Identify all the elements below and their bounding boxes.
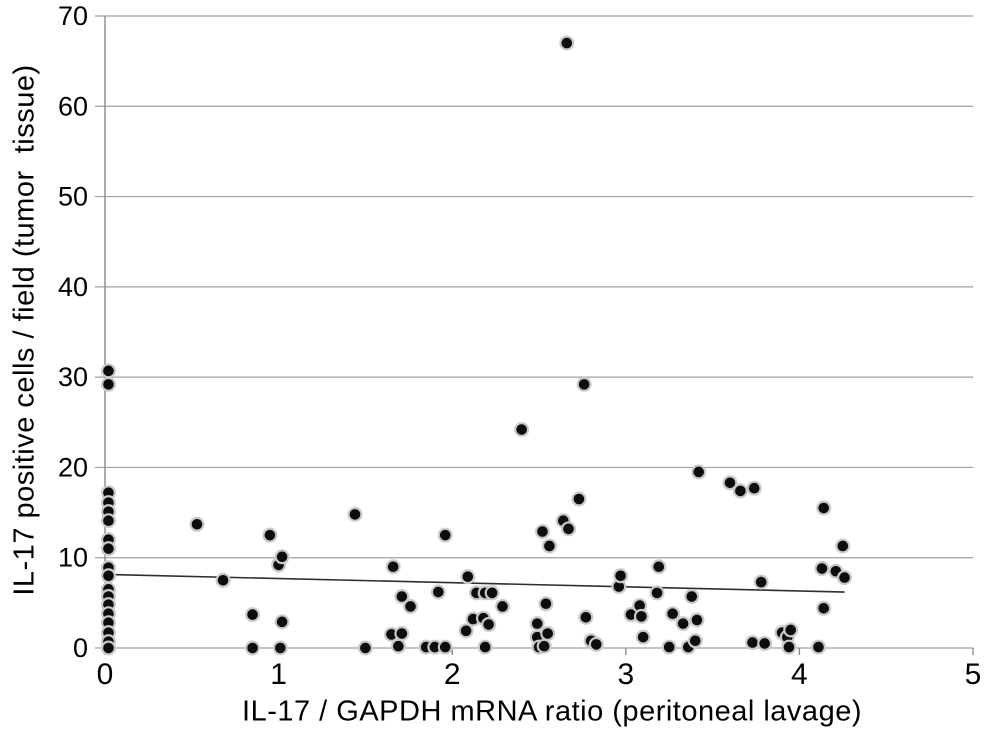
data-point <box>540 626 556 642</box>
data-point <box>189 516 205 532</box>
data-point <box>484 585 500 601</box>
y-tick-label: 60 <box>58 91 88 121</box>
data-point <box>100 513 116 529</box>
y-tick-label: 70 <box>58 1 88 31</box>
data-point <box>430 584 446 600</box>
data-point <box>437 639 453 655</box>
y-tick-label: 50 <box>58 182 88 212</box>
data-point <box>274 614 290 630</box>
data-point <box>814 561 830 577</box>
data-point <box>757 635 773 651</box>
data-point <box>262 527 278 543</box>
data-point <box>571 491 587 507</box>
data-point <box>649 585 665 601</box>
data-point <box>633 608 649 624</box>
data-point <box>481 617 497 633</box>
data-point <box>561 521 577 537</box>
data-point <box>651 559 667 575</box>
data-point <box>816 600 832 616</box>
data-point <box>745 635 761 651</box>
data-point <box>495 598 511 614</box>
data-point <box>781 639 797 655</box>
data-point <box>691 464 707 480</box>
data-point <box>665 606 681 622</box>
y-axis-title: IL-17 positive cells / field (tumor tiss… <box>8 64 41 596</box>
data-point <box>576 376 592 392</box>
x-tick-label: 3 <box>617 658 634 691</box>
data-point <box>458 623 474 639</box>
data-point <box>689 612 705 628</box>
data-point <box>783 622 799 638</box>
data-point <box>661 639 677 655</box>
data-point <box>514 422 530 438</box>
data-point <box>816 500 832 516</box>
data-point <box>810 639 826 655</box>
x-tick-label: 0 <box>97 658 114 691</box>
data-point <box>100 640 116 656</box>
data-point <box>100 363 116 379</box>
data-point <box>477 639 493 655</box>
data-point <box>578 609 594 625</box>
data-point <box>753 574 769 590</box>
x-tick-label: 2 <box>444 658 461 691</box>
x-tick-label: 5 <box>965 658 982 691</box>
y-tick-label: 0 <box>73 633 88 663</box>
data-point <box>274 549 290 565</box>
data-point <box>245 640 261 656</box>
data-point <box>534 524 550 540</box>
data-point <box>588 636 604 652</box>
data-point <box>215 572 231 588</box>
data-point <box>390 638 406 654</box>
data-point <box>529 616 545 632</box>
data-point <box>100 541 116 557</box>
y-tick-label: 40 <box>58 272 88 302</box>
data-point <box>684 589 700 605</box>
data-point <box>536 638 552 654</box>
data-point <box>613 568 629 584</box>
data-point <box>460 569 476 585</box>
data-point <box>394 626 410 642</box>
data-point <box>541 538 557 554</box>
data-point <box>100 568 116 584</box>
data-point <box>675 616 691 632</box>
data-point <box>394 589 410 605</box>
data-point <box>837 570 853 586</box>
data-point <box>385 559 401 575</box>
y-tick-label: 30 <box>58 362 88 392</box>
data-point <box>347 506 363 522</box>
data-point <box>437 527 453 543</box>
data-point <box>559 35 575 51</box>
data-point <box>403 598 419 614</box>
data-point <box>746 480 762 496</box>
y-tick-label: 20 <box>58 452 88 482</box>
x-tick-label: 1 <box>270 658 287 691</box>
data-point <box>538 596 554 612</box>
x-tick-label: 4 <box>791 658 808 691</box>
x-axis-title: IL-17 / GAPDH mRNA ratio (peritoneal lav… <box>242 695 862 728</box>
data-point <box>687 633 703 649</box>
data-point <box>357 640 373 656</box>
data-point <box>722 475 738 491</box>
y-tick-label: 10 <box>58 543 88 573</box>
data-point <box>732 483 748 499</box>
data-point <box>245 607 261 623</box>
data-point <box>835 538 851 554</box>
data-point <box>100 376 116 392</box>
data-point <box>272 640 288 656</box>
data-point <box>635 629 651 645</box>
